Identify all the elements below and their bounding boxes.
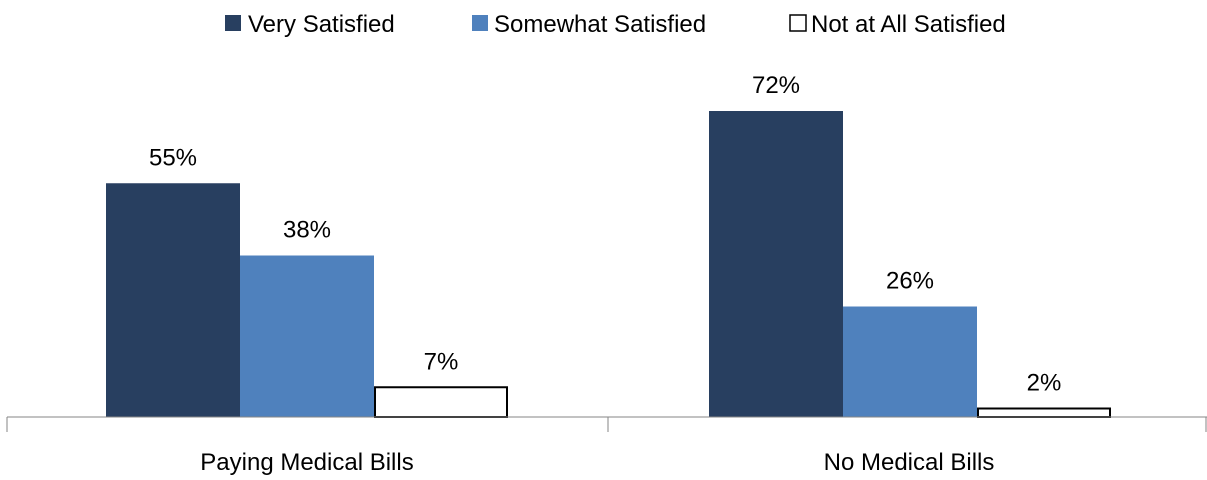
legend-swatch-not-at-all-satisfied <box>789 14 807 32</box>
bar-not-at-all-satisfied-paying-medical-bills <box>374 386 508 418</box>
legend-item-somewhat-satisfied: Somewhat Satisfied <box>472 11 706 38</box>
legend-item-not-at-all-satisfied: Not at All Satisfied <box>789 11 1006 38</box>
data-label-not-at-all-satisfied-paying-medical-bills: 7% <box>424 348 459 375</box>
bar-very-satisfied-paying-medical-bills <box>106 183 240 417</box>
x-tick-label-no-medical-bills: No Medical Bills <box>824 449 995 475</box>
bar-very-satisfied-no-medical-bills <box>709 111 843 417</box>
bar-somewhat-satisfied-paying-medical-bills <box>240 255 374 417</box>
data-labels-group: 55% 72% 38% 26% 7% 2% <box>149 72 1061 397</box>
legend-swatch-very-satisfied <box>225 15 241 31</box>
x-axis: Paying Medical Bills No Medical Bills <box>6 416 1207 476</box>
data-label-very-satisfied-no-medical-bills: 72% <box>752 72 800 99</box>
bar-not-at-all-satisfied-no-medical-bills <box>977 407 1111 418</box>
data-label-not-at-all-satisfied-no-medical-bills: 2% <box>1027 370 1062 397</box>
legend-label-somewhat-satisfied: Somewhat Satisfied <box>494 11 706 38</box>
data-label-somewhat-satisfied-paying-medical-bills: 38% <box>283 217 331 244</box>
legend-swatch-somewhat-satisfied <box>472 15 488 31</box>
legend-label-not-at-all-satisfied: Not at All Satisfied <box>811 11 1006 38</box>
legend: Very Satisfied Somewhat Satisfied Not at A… <box>225 11 1006 38</box>
legend-item-very-satisfied: Very Satisfied <box>225 11 395 38</box>
bars-group <box>106 111 1111 418</box>
x-tick-label-paying-medical-bills: Paying Medical Bills <box>200 449 413 475</box>
data-label-somewhat-satisfied-no-medical-bills: 26% <box>886 268 934 295</box>
data-label-very-satisfied-paying-medical-bills: 55% <box>149 144 197 171</box>
legend-label-very-satisfied: Very Satisfied <box>248 11 395 38</box>
bar-somewhat-satisfied-no-medical-bills <box>843 306 977 417</box>
